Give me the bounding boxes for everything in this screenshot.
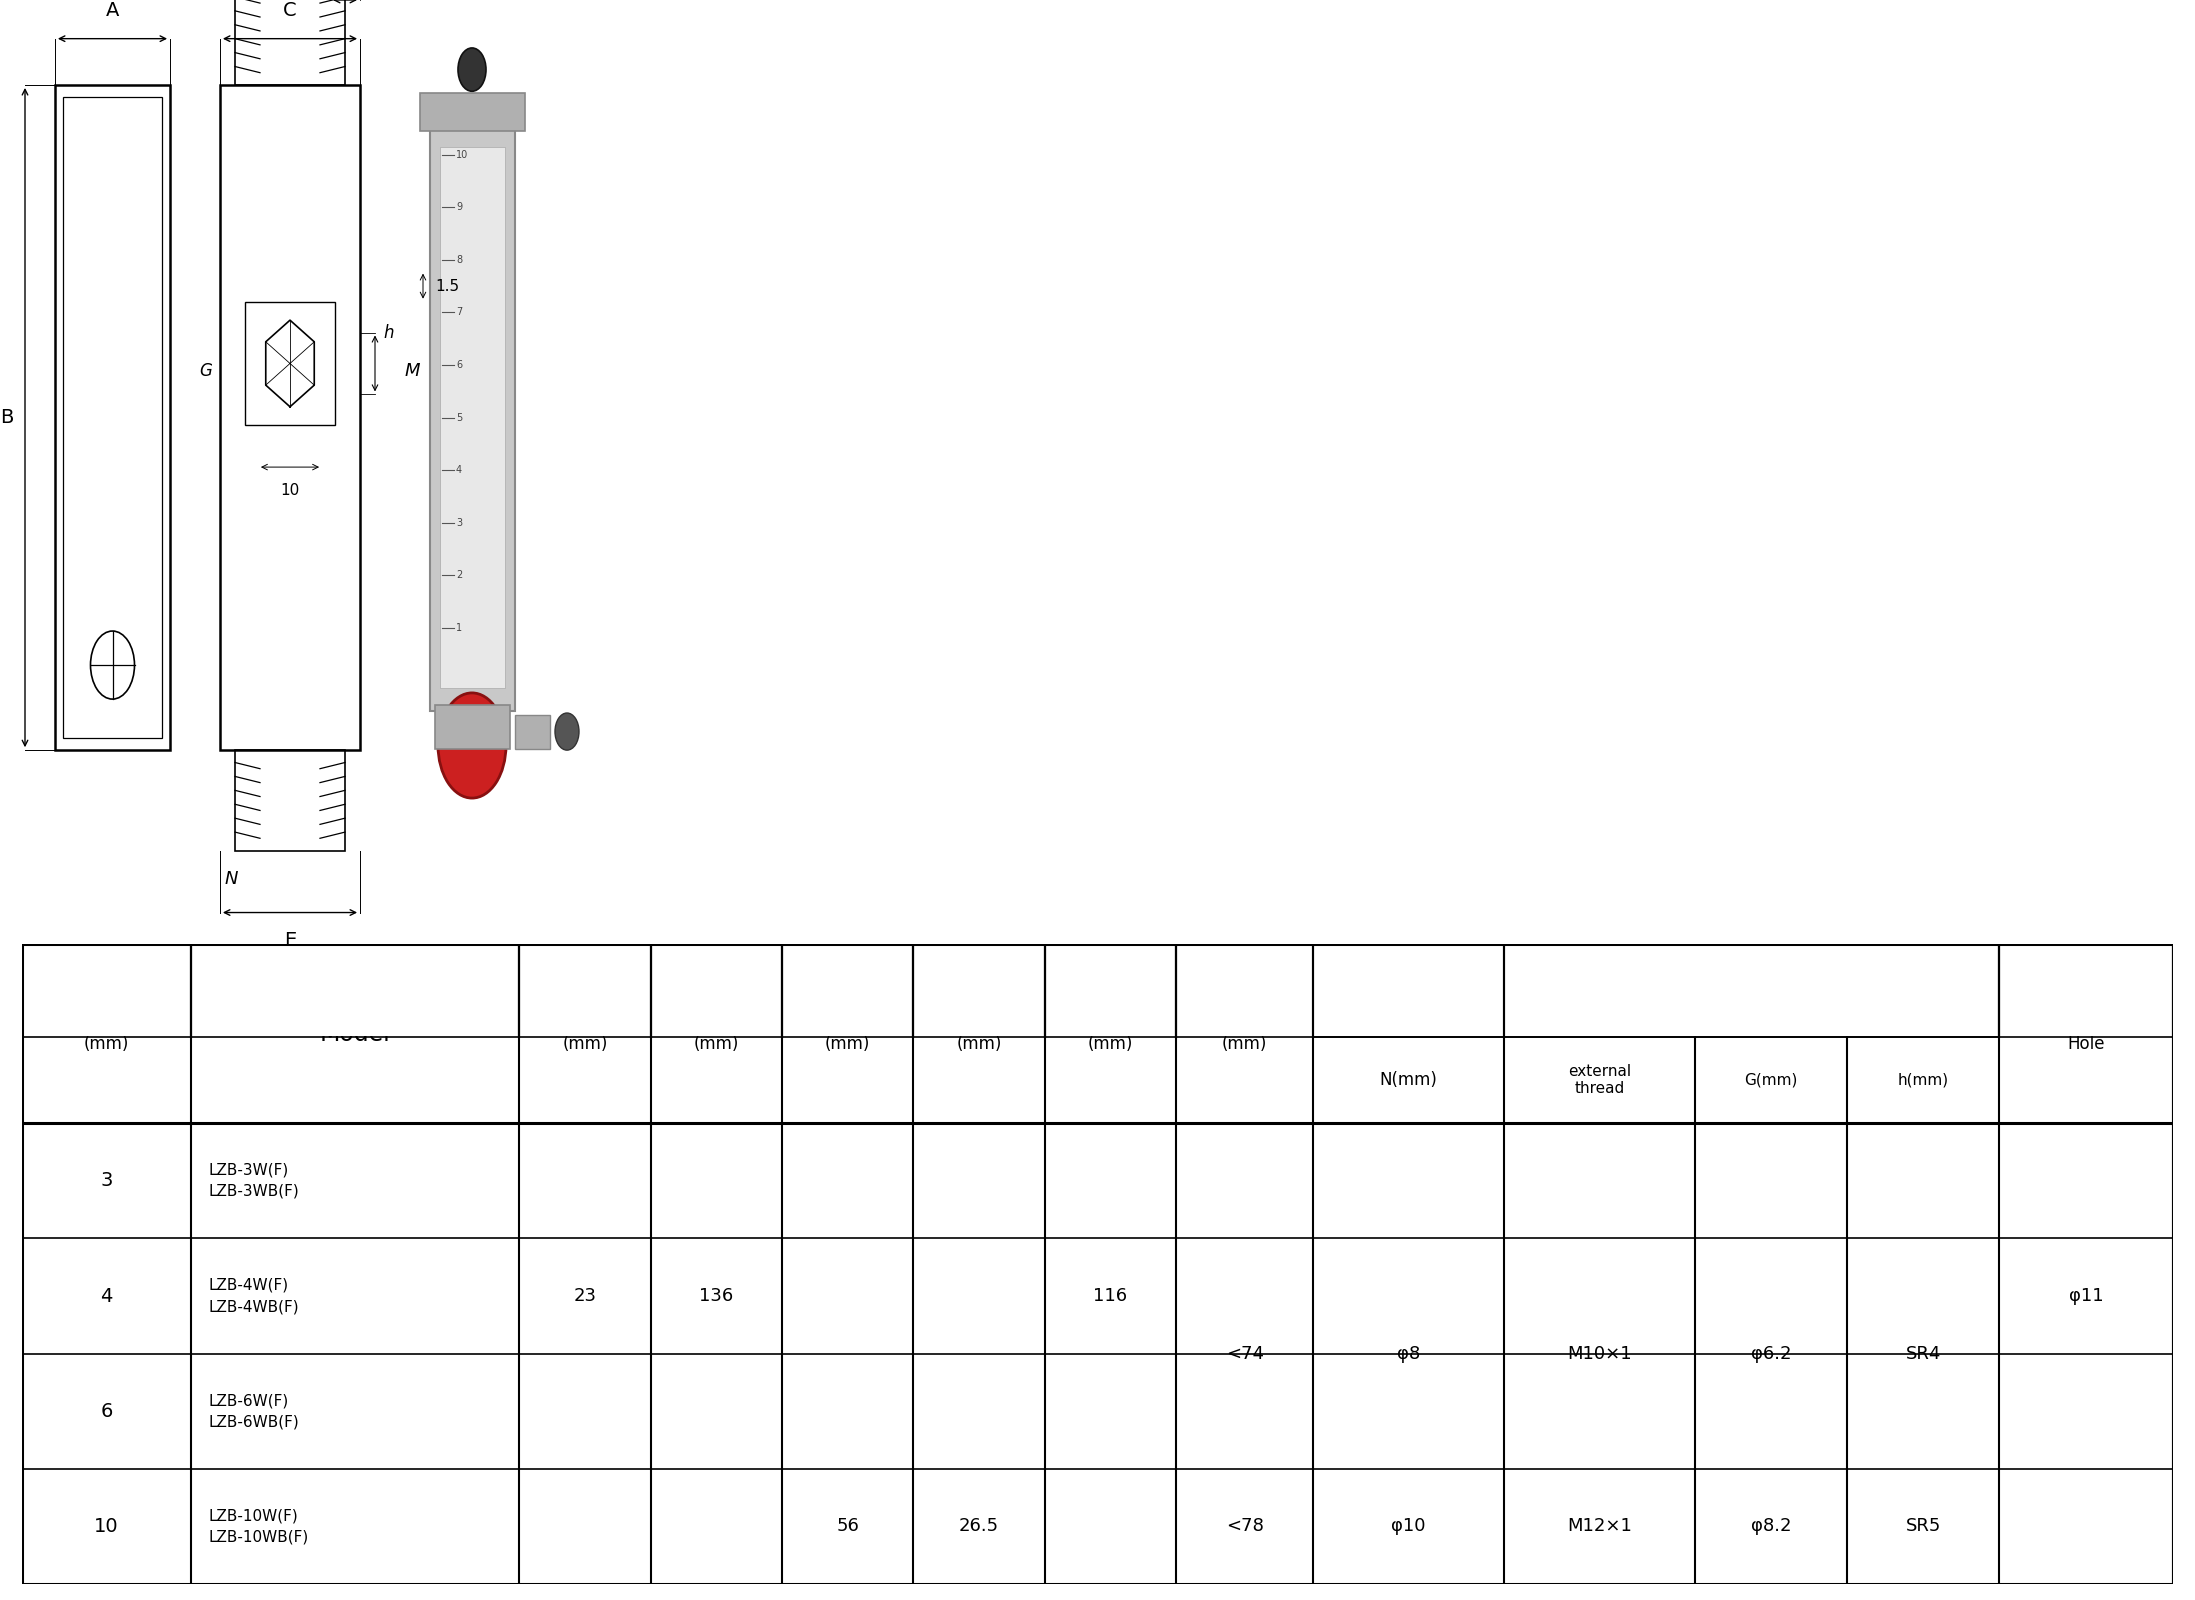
Text: <78: <78 xyxy=(1225,1517,1264,1536)
Bar xyxy=(64,98,162,738)
Bar xyxy=(419,93,525,131)
Bar xyxy=(220,85,360,750)
Text: 1.5: 1.5 xyxy=(435,278,459,294)
Text: 136: 136 xyxy=(700,1286,733,1306)
Bar xyxy=(430,123,516,712)
Bar xyxy=(522,944,648,1037)
Text: 23: 23 xyxy=(573,1286,597,1306)
Text: 3: 3 xyxy=(101,1171,112,1190)
Text: 2: 2 xyxy=(457,570,463,581)
Text: 116: 116 xyxy=(1093,1286,1128,1306)
Text: LZB-6W(F)
LZB-6WB(F): LZB-6W(F) LZB-6WB(F) xyxy=(209,1394,299,1429)
Text: h(mm): h(mm) xyxy=(1899,1072,1949,1088)
Text: Hose Nozzle: Hose Nozzle xyxy=(1359,981,1460,1000)
Text: φ11: φ11 xyxy=(2070,1286,2103,1306)
Text: LZB-3W(F)
LZB-3WB(F): LZB-3W(F) LZB-3WB(F) xyxy=(209,1163,299,1198)
Text: 56: 56 xyxy=(836,1517,858,1536)
Text: D
(mm): D (mm) xyxy=(957,1014,1001,1053)
Text: M
(mm): M (mm) xyxy=(1087,1014,1133,1053)
Text: 1: 1 xyxy=(457,622,463,634)
Text: 26.5: 26.5 xyxy=(959,1517,999,1536)
Bar xyxy=(1179,944,1310,1037)
Text: φ10: φ10 xyxy=(1392,1517,1427,1536)
Text: SR4: SR4 xyxy=(1905,1344,1940,1363)
Text: 7: 7 xyxy=(457,307,463,317)
Text: M12×1: M12×1 xyxy=(1567,1517,1631,1536)
Bar xyxy=(516,715,551,749)
Text: N: N xyxy=(226,869,239,888)
Text: 10: 10 xyxy=(281,483,301,498)
Text: B
(mm): B (mm) xyxy=(694,1014,740,1053)
Text: SR5: SR5 xyxy=(1905,1517,1940,1536)
Text: A
(mm): A (mm) xyxy=(562,1014,608,1053)
Text: 10: 10 xyxy=(94,1517,119,1536)
Bar xyxy=(235,0,345,85)
Text: 6: 6 xyxy=(457,360,463,370)
Text: E: E xyxy=(283,931,296,950)
Text: 9: 9 xyxy=(457,202,463,213)
Bar xyxy=(2002,944,2171,1037)
Bar xyxy=(439,147,505,688)
Text: φ8.2: φ8.2 xyxy=(1752,1517,1791,1536)
Text: 4: 4 xyxy=(457,466,463,475)
Text: C
(mm): C (mm) xyxy=(825,1014,871,1053)
Text: G(mm): G(mm) xyxy=(1745,1072,1798,1088)
Text: φ8: φ8 xyxy=(1396,1344,1420,1363)
Text: 4: 4 xyxy=(101,1286,112,1306)
Text: 5: 5 xyxy=(457,413,463,422)
Bar xyxy=(1506,944,1997,1037)
Bar xyxy=(435,706,509,749)
Bar xyxy=(193,944,518,1037)
Bar xyxy=(1315,944,1501,1037)
Text: N(mm): N(mm) xyxy=(1381,1070,1438,1090)
Text: Install
Hole: Install Hole xyxy=(2061,1014,2112,1053)
Text: Diameter
(mm): Diameter (mm) xyxy=(68,1014,145,1053)
Circle shape xyxy=(459,48,485,91)
Text: E*
(mm): E* (mm) xyxy=(1223,1014,1267,1053)
Bar xyxy=(1047,944,1174,1037)
Text: external
thread: external thread xyxy=(1567,1064,1631,1096)
Bar xyxy=(652,944,779,1037)
Text: M: M xyxy=(406,362,421,381)
Text: <74: <74 xyxy=(1225,1344,1264,1363)
Bar xyxy=(784,944,911,1037)
Bar xyxy=(24,944,189,1037)
Text: B: B xyxy=(0,408,13,427)
Bar xyxy=(55,85,169,750)
Text: h: h xyxy=(382,323,393,341)
Text: G: G xyxy=(200,362,213,381)
Text: LZB-4W(F)
LZB-4WB(F): LZB-4W(F) LZB-4WB(F) xyxy=(209,1278,299,1314)
Text: φ6.2: φ6.2 xyxy=(1752,1344,1791,1363)
Text: 10: 10 xyxy=(457,150,468,160)
Text: 8: 8 xyxy=(457,254,463,266)
Circle shape xyxy=(555,714,579,750)
Bar xyxy=(235,750,345,851)
Text: Metal Pipe Nozzle: Metal Pipe Nozzle xyxy=(1679,981,1824,1000)
Circle shape xyxy=(439,693,507,798)
Text: 6: 6 xyxy=(101,1402,112,1421)
Text: A: A xyxy=(105,2,119,21)
Text: Model: Model xyxy=(320,1022,391,1046)
Bar xyxy=(246,301,336,426)
Text: 3: 3 xyxy=(457,518,463,528)
Text: M10×1: M10×1 xyxy=(1567,1344,1631,1363)
Text: LZB-10W(F)
LZB-10WB(F): LZB-10W(F) LZB-10WB(F) xyxy=(209,1509,309,1544)
Bar xyxy=(915,944,1043,1037)
Text: C: C xyxy=(283,2,296,21)
